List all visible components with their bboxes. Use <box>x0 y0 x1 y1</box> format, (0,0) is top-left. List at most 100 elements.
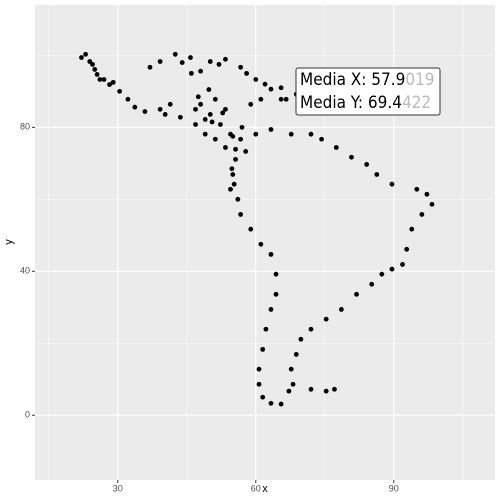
point <box>212 96 218 102</box>
point <box>256 381 262 387</box>
point <box>308 386 314 392</box>
tooltip-faded: 422 <box>402 93 431 113</box>
point <box>195 94 201 100</box>
point <box>262 81 268 87</box>
point <box>409 226 415 232</box>
point <box>223 145 228 150</box>
point <box>142 109 148 114</box>
point <box>125 96 131 102</box>
point <box>389 266 395 272</box>
point <box>132 104 138 110</box>
point <box>260 394 266 400</box>
point <box>198 101 204 107</box>
point <box>283 96 289 102</box>
point <box>379 271 385 277</box>
point <box>244 70 250 76</box>
point <box>147 64 153 70</box>
point <box>298 336 304 342</box>
point <box>223 106 228 112</box>
point <box>101 77 107 82</box>
point <box>273 271 279 277</box>
point <box>233 156 238 162</box>
y-axis-label: y <box>3 239 15 245</box>
point <box>216 61 222 67</box>
point <box>424 191 430 197</box>
point <box>157 59 163 64</box>
point <box>92 67 98 72</box>
point <box>107 82 112 87</box>
y-tick-label: 80 <box>20 122 30 132</box>
point <box>323 316 329 322</box>
tooltip-line: Media X: 57.9019 <box>300 70 435 90</box>
point <box>253 77 259 82</box>
point <box>288 366 294 372</box>
point <box>258 96 264 102</box>
point <box>293 352 299 357</box>
point <box>364 162 370 167</box>
x-tick-label: 30 <box>113 483 123 493</box>
point <box>286 388 292 394</box>
point <box>268 251 274 257</box>
point <box>238 212 244 217</box>
point <box>414 186 420 192</box>
point <box>117 88 123 94</box>
point <box>273 291 279 297</box>
tooltip-box <box>295 67 441 116</box>
x-axis-label: x <box>262 483 268 495</box>
point <box>290 381 296 387</box>
point <box>404 246 410 252</box>
tooltip-main: Media X: 57.9 <box>300 70 405 90</box>
x-tick-label: 90 <box>389 483 399 493</box>
point <box>217 122 223 127</box>
tooltip-line: Media Y: 69.4422 <box>300 93 431 113</box>
point <box>238 136 244 142</box>
point <box>349 154 354 160</box>
tooltip-faded: 019 <box>405 70 434 90</box>
point <box>179 60 185 65</box>
point <box>319 136 324 142</box>
point <box>188 55 193 60</box>
point <box>419 212 425 217</box>
point <box>198 68 204 74</box>
point <box>189 70 194 76</box>
point <box>253 131 259 137</box>
point <box>288 131 294 137</box>
point <box>268 307 274 312</box>
point <box>338 307 344 312</box>
y-tick-label: 40 <box>20 266 30 276</box>
point <box>248 226 254 232</box>
point <box>167 101 173 107</box>
point <box>94 72 100 77</box>
point <box>268 400 274 406</box>
point <box>193 122 198 127</box>
point <box>278 85 284 91</box>
point <box>229 166 235 172</box>
point <box>97 77 103 82</box>
point <box>248 101 254 107</box>
point <box>243 149 249 154</box>
point <box>239 124 245 130</box>
point <box>223 56 228 62</box>
point <box>278 401 284 407</box>
point <box>374 172 380 177</box>
point <box>193 106 198 112</box>
point <box>207 59 213 64</box>
point <box>230 172 236 177</box>
point <box>369 281 375 287</box>
point <box>230 133 236 139</box>
y-tick-label: 0 <box>25 410 30 420</box>
point <box>263 326 269 332</box>
point <box>268 86 274 92</box>
point <box>220 110 226 116</box>
point <box>332 386 337 392</box>
point <box>228 186 233 192</box>
point <box>212 136 218 142</box>
point <box>268 127 274 132</box>
point <box>90 61 95 67</box>
point <box>233 146 238 152</box>
x-tick-label: 60 <box>251 483 261 493</box>
point <box>278 96 284 102</box>
point <box>172 51 178 57</box>
point <box>400 262 405 267</box>
